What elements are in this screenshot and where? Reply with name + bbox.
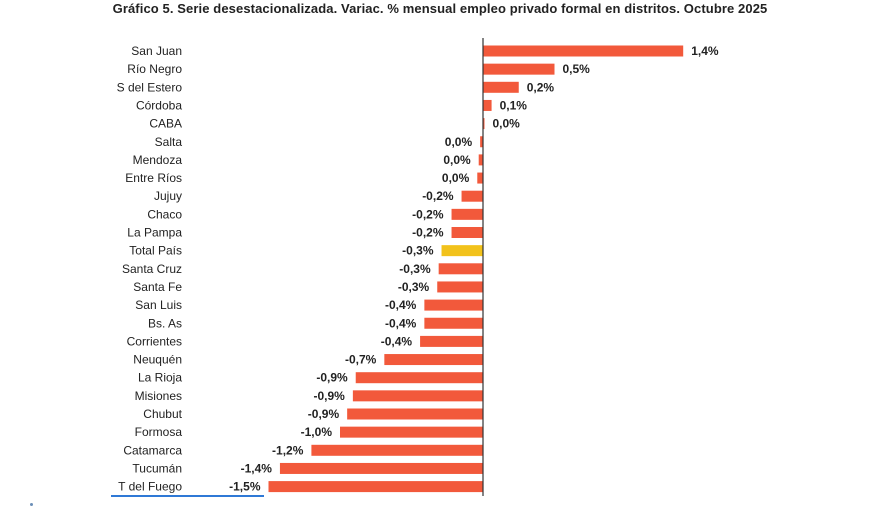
category-label-s-del-estero: S del Estero xyxy=(117,80,183,94)
value-label-entre-rios: 0,0% xyxy=(442,171,470,185)
bar-la-pampa xyxy=(451,227,483,238)
bar-entre-rios xyxy=(477,172,483,184)
bar-neuquen xyxy=(384,354,483,366)
category-label-catamarca: Catamarca xyxy=(123,443,182,457)
category-label-neuquen: Neuquén xyxy=(133,353,182,367)
value-label-mendoza: 0,0% xyxy=(443,153,471,167)
bar-bs-as xyxy=(424,317,483,329)
category-label-t-del-fuego: T del Fuego xyxy=(118,480,182,494)
value-label-chubut: -0,9% xyxy=(308,407,340,421)
category-label-misiones: Misiones xyxy=(135,389,182,403)
value-label-corrientes: -0,4% xyxy=(381,334,413,348)
category-label-entre-rios: Entre Ríos xyxy=(125,171,182,185)
bar-corrientes xyxy=(420,335,483,347)
category-label-jujuy: Jujuy xyxy=(154,189,182,203)
category-label-formosa: Formosa xyxy=(135,425,183,439)
bar-cordoba xyxy=(483,99,492,111)
category-label-rio-negro: Río Negro xyxy=(127,62,182,76)
value-label-tucuman: -1,4% xyxy=(241,461,273,475)
bar-santa-cruz xyxy=(438,263,483,275)
value-label-jujuy: -0,2% xyxy=(422,189,454,203)
bar-chubut xyxy=(347,408,483,420)
category-label-chubut: Chubut xyxy=(143,407,182,421)
value-label-salta: 0,0% xyxy=(445,135,473,149)
category-label-corrientes: Corrientes xyxy=(127,334,182,348)
bar-jujuy xyxy=(461,190,483,202)
category-label-cordoba: Córdoba xyxy=(136,98,182,112)
bar-mendoza xyxy=(478,154,483,166)
value-label-formosa: -1,0% xyxy=(301,425,333,439)
value-label-misiones: -0,9% xyxy=(314,389,346,403)
category-label-salta: Salta xyxy=(155,135,183,149)
value-label-caba: 0,0% xyxy=(493,117,521,131)
value-label-total-pais: -0,3% xyxy=(402,244,434,258)
value-label-catamarca: -1,2% xyxy=(272,443,304,457)
value-label-san-luis: -0,4% xyxy=(385,298,417,312)
category-label-san-luis: San Luis xyxy=(135,298,182,312)
bar-salta xyxy=(480,136,483,148)
category-label-santa-fe: Santa Fe xyxy=(133,280,182,294)
bar-tucuman xyxy=(279,462,483,474)
value-label-rio-negro: 0,5% xyxy=(563,62,591,76)
bars-layer xyxy=(268,45,684,493)
labels-layer: San Juan 1,4% Río Negro 0,5% S del Estero 0,2… xyxy=(117,44,719,494)
value-label-la-pampa: -0,2% xyxy=(412,226,444,240)
value-label-santa-fe: -0,3% xyxy=(398,280,430,294)
category-label-bs-as: Bs. As xyxy=(148,316,182,330)
value-label-chaco: -0,2% xyxy=(412,207,444,221)
bar-chaco xyxy=(451,208,483,220)
category-label-la-rioja: La Rioja xyxy=(138,371,182,385)
bar-catamarca xyxy=(311,444,483,456)
category-label-la-pampa: La Pampa xyxy=(127,226,182,240)
value-label-bs-as: -0,4% xyxy=(385,316,417,330)
category-label-caba: CABA xyxy=(149,117,182,131)
bar-formosa xyxy=(340,426,483,438)
value-label-t-del-fuego: -1,5% xyxy=(229,480,261,494)
category-label-mendoza: Mendoza xyxy=(133,153,183,167)
value-label-cordoba: 0,1% xyxy=(500,98,528,112)
bar-rio-negro xyxy=(483,63,555,75)
bar-santa-fe xyxy=(437,281,483,293)
bar-san-juan xyxy=(483,45,684,57)
category-label-san-juan: San Juan xyxy=(131,44,182,58)
value-label-neuquen: -0,7% xyxy=(345,353,377,367)
value-label-la-rioja: -0,9% xyxy=(316,371,348,385)
category-label-santa-cruz: Santa Cruz xyxy=(122,262,182,276)
value-label-s-del-estero: 0,2% xyxy=(527,80,555,94)
bar-la-rioja xyxy=(355,372,483,384)
chart-title: Gráfico 5. Serie desestacionalizada. Var… xyxy=(112,1,768,16)
value-label-santa-cruz: -0,3% xyxy=(399,262,431,276)
bar-san-luis xyxy=(424,299,483,311)
dot-mark xyxy=(30,503,33,506)
bar-total-pais xyxy=(441,245,483,257)
category-label-total-pais: Total País xyxy=(129,244,182,258)
value-label-san-juan: 1,4% xyxy=(691,44,719,58)
bar-misiones xyxy=(352,390,483,402)
category-label-tucuman: Tucumán xyxy=(132,461,182,475)
category-label-chaco: Chaco xyxy=(147,207,182,221)
bar-s-del-estero xyxy=(483,81,519,93)
bar-t-del-fuego xyxy=(268,481,483,493)
bar-caba xyxy=(483,118,485,130)
